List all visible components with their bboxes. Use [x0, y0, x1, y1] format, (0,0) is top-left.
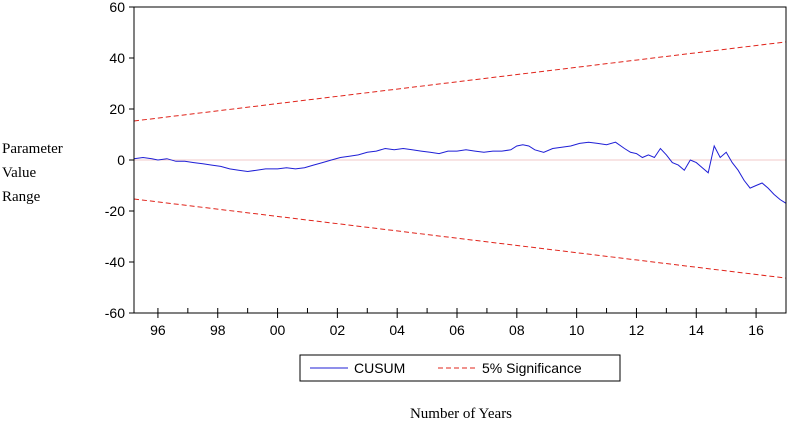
- x-tick-label: 02: [330, 322, 346, 338]
- x-tick-label: 16: [748, 322, 764, 338]
- x-tick-label: 06: [449, 322, 465, 338]
- legend-label-significance: 5% Significance: [482, 360, 582, 376]
- y-tick-label: 40: [109, 50, 125, 66]
- significance-lower-line: [133, 198, 787, 279]
- x-axis: 96 98 00 02 04 06 08 10 12 14 16: [150, 308, 787, 338]
- legend: CUSUM 5% Significance: [299, 354, 621, 382]
- y-tick-label: -60: [105, 305, 125, 321]
- x-tick-label: 14: [688, 322, 704, 338]
- y-axis-title-line-3: Range: [2, 189, 41, 205]
- x-tick-label: 96: [150, 322, 166, 338]
- legend-label-cusum: CUSUM: [354, 360, 405, 376]
- y-tick-label: 20: [109, 101, 125, 117]
- series-layer: [133, 41, 787, 279]
- x-tick-label: 10: [569, 322, 585, 338]
- x-axis-title: Number of Years: [410, 406, 512, 421]
- y-axis: 60 40 20 0 -20 -40 -60: [105, 0, 134, 321]
- y-axis-title: Parameter Value Range: [2, 141, 63, 205]
- significance-upper-line: [133, 41, 787, 122]
- x-tick-label: 12: [629, 322, 645, 338]
- y-tick-label: 0: [117, 152, 125, 168]
- x-tick-label: 00: [270, 322, 286, 338]
- y-tick-label: -20: [105, 203, 125, 219]
- y-tick-label: -40: [105, 254, 125, 270]
- x-tick-label: 98: [210, 322, 226, 338]
- legend-box: [299, 354, 621, 382]
- y-axis-title-line-1: Parameter: [2, 141, 63, 157]
- y-axis-title-line-2: Value: [2, 165, 36, 181]
- cusum-line: [133, 141, 787, 204]
- y-tick-label: 60: [109, 0, 125, 15]
- x-tick-label: 04: [389, 322, 405, 338]
- x-tick-label: 08: [509, 322, 525, 338]
